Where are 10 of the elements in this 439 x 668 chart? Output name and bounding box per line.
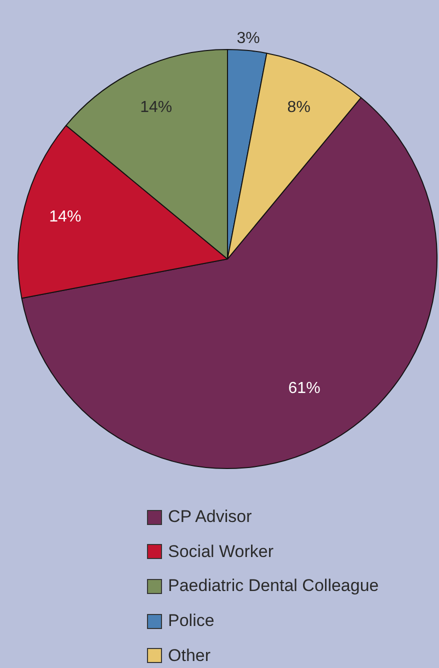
legend-label: Social Worker — [168, 542, 274, 562]
legend-label: Other — [168, 646, 211, 666]
data-label: 3% — [236, 30, 260, 47]
legend-label: CP Advisor — [168, 507, 252, 528]
data-label: 14% — [49, 208, 82, 226]
data-label: 14% — [140, 98, 172, 116]
legend-label: Paediatric Dental Colleague — [168, 576, 379, 596]
data-label: 8% — [287, 98, 310, 116]
data-label: 61% — [288, 380, 320, 398]
legend-label: Police — [168, 611, 214, 632]
